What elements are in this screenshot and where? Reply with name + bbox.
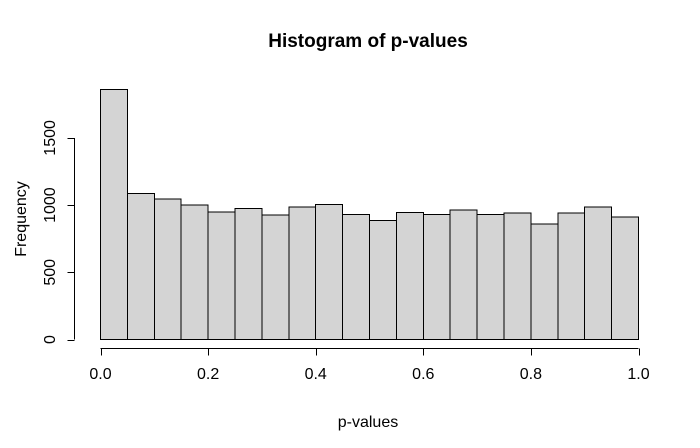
x-tick-label: 1.0: [627, 366, 649, 383]
histogram-bar: [100, 89, 128, 340]
x-axis: 0.0 0.2 0.4 0.6 0.8 1.0: [89, 348, 650, 383]
histogram-bar: [315, 203, 344, 340]
histogram-bar: [476, 214, 505, 340]
x-tick-label: 0.6: [412, 366, 434, 383]
histogram-bar: [180, 204, 209, 340]
histogram-bar: [422, 214, 451, 340]
histogram-bar: [207, 211, 236, 341]
histogram-bar: [395, 211, 424, 341]
histogram-bar: [503, 212, 532, 340]
histogram-bar: [288, 206, 317, 340]
x-axis-label: p-values: [338, 414, 398, 431]
histogram-bar: [342, 214, 371, 340]
histogram-bar: [449, 209, 478, 340]
y-tick-label: 500: [42, 259, 59, 286]
histogram-bar: [126, 193, 155, 340]
x-tick-label: 0.4: [305, 366, 327, 383]
histogram-bar: [153, 198, 182, 340]
histogram-bar: [584, 206, 613, 340]
x-tick-label: 0.8: [520, 366, 542, 383]
histogram-bar: [530, 223, 559, 340]
y-tick-label: 1500: [42, 120, 59, 156]
histogram-bar: [611, 216, 639, 340]
y-tick-label: 0: [42, 335, 59, 344]
histogram-bar: [369, 220, 397, 340]
bars-group: [100, 89, 639, 341]
x-tick-label: 0.0: [89, 366, 111, 383]
y-tick-label: 1000: [42, 187, 59, 223]
histogram-bar: [557, 212, 586, 340]
chart-title: Histogram of p-values: [268, 31, 468, 52]
y-axis: 0 500 1000 1500: [42, 120, 75, 344]
x-tick-label: 0.2: [197, 366, 219, 383]
histogram-bar: [261, 214, 290, 340]
y-axis-label: Frequency: [13, 181, 30, 257]
histogram-bar: [234, 207, 263, 340]
